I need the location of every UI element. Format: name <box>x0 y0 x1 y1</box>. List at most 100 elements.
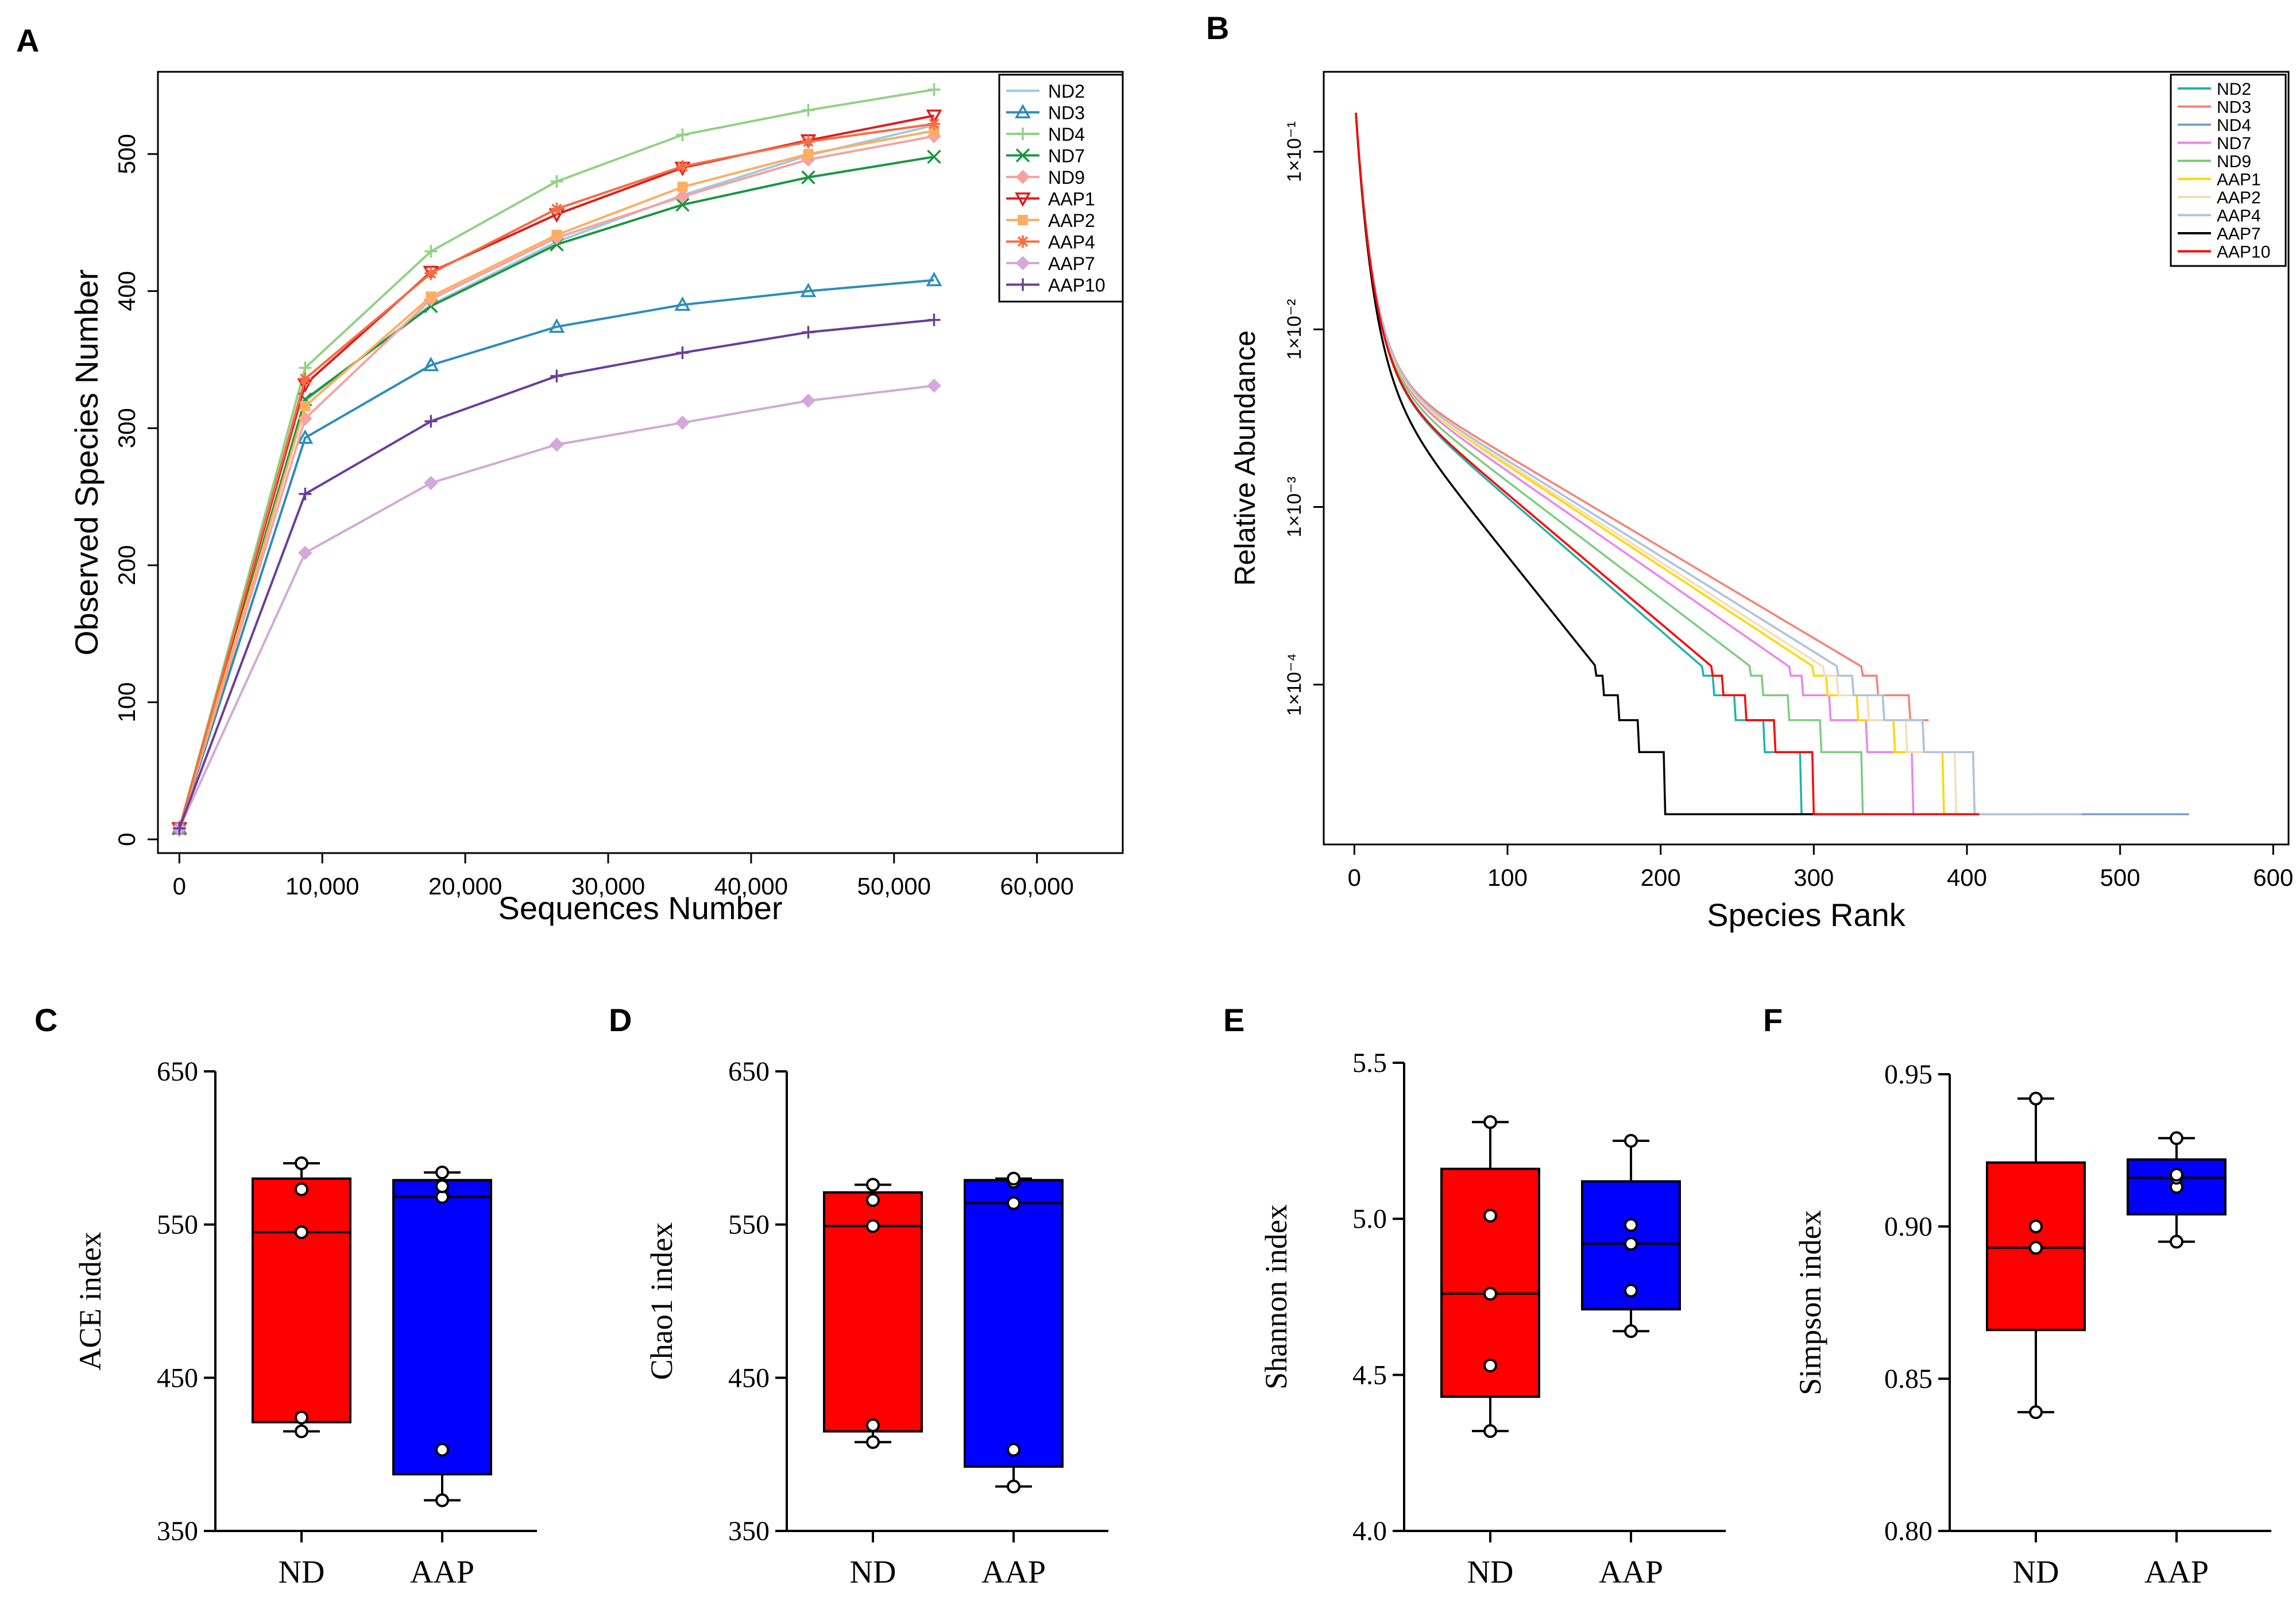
data-point-nd3 <box>423 356 439 372</box>
y-tick-label: 4.0 <box>1352 1516 1387 1546</box>
data-point <box>1624 1324 1638 1338</box>
data-point-aap2 <box>300 401 311 412</box>
data-point <box>1007 1196 1021 1210</box>
legend-marker <box>1016 235 1029 248</box>
series-line-nd3 <box>178 279 934 829</box>
data-point <box>1007 1479 1021 1494</box>
legend-item: ND7 <box>2217 134 2251 153</box>
box-aap <box>964 1179 1064 1468</box>
data-point <box>2170 1235 2183 1249</box>
panel-label-e: E <box>1223 1002 1244 1038</box>
y-tick-label: 5.0 <box>1352 1204 1387 1235</box>
data-point-aap7 <box>549 437 564 452</box>
data-point-aap2 <box>677 182 688 192</box>
x-tick-label: 50,000 <box>857 873 931 900</box>
y-tick-label: 1×10⁻³ <box>1284 477 1305 538</box>
y-axis-label: Chao1 index <box>644 1222 679 1380</box>
x-tick-label: 300 <box>1793 864 1834 891</box>
x-tick-label: 30,000 <box>571 873 645 900</box>
data-point-aap4 <box>424 267 438 280</box>
legend-item: AAP7 <box>1048 253 1095 274</box>
data-point-nd3 <box>674 296 691 311</box>
data-point-aap7 <box>297 546 312 560</box>
y-tick-label: 500 <box>113 134 140 174</box>
data-point-nd7 <box>675 198 690 212</box>
plot-frame <box>157 71 1124 854</box>
data-point-nd3 <box>926 272 942 287</box>
data-point-aap10 <box>802 326 815 339</box>
category-label: ND <box>1467 1554 1514 1590</box>
legend-item: AAP4 <box>2217 207 2261 226</box>
data-point-nd3 <box>800 283 817 298</box>
legend-item: ND3 <box>2217 98 2251 117</box>
legend-item: AAP1 <box>1048 189 1095 210</box>
y-tick-label: 650 <box>728 1056 770 1087</box>
data-point <box>1007 1171 1021 1186</box>
data-point <box>435 1179 449 1193</box>
legend-marker <box>1015 148 1030 163</box>
data-point-aap2 <box>929 125 940 136</box>
data-point-aap4 <box>927 117 941 130</box>
series-line-aap10 <box>178 318 934 829</box>
data-point-aap2 <box>551 229 562 240</box>
y-tick-label: 450 <box>157 1363 198 1393</box>
x-tick-label: 60,000 <box>1000 873 1073 900</box>
series-line-aap2 <box>1355 112 2074 816</box>
legend-marker <box>1015 103 1031 119</box>
data-point <box>866 1178 880 1192</box>
category-label: ND <box>850 1554 896 1590</box>
data-point <box>1624 1133 1638 1148</box>
series-line-aap4 <box>1355 112 2082 816</box>
y-axis-label: Relative Abundance <box>1229 330 1261 586</box>
y-axis-label: Shannon index <box>1259 1204 1293 1389</box>
x-tick-label: 20,000 <box>428 873 502 900</box>
series-line-nd9 <box>1355 113 1891 816</box>
x-tick-label: 600 <box>2253 864 2293 891</box>
legend-item: AAP4 <box>1048 232 1095 253</box>
x-axis-label: Species Rank <box>1707 897 1906 933</box>
shannon-box-chart: 4.0 4.5 5.0 5.5 Shannon index ND AAP <box>1259 1048 1726 1590</box>
x-tick-label: 100 <box>1487 864 1528 891</box>
y-tick-label: 350 <box>728 1516 770 1546</box>
data-point <box>295 1156 308 1170</box>
data-point-aap10 <box>424 415 438 428</box>
data-point-aap10 <box>550 369 563 383</box>
simpson-box-chart: 0.80 0.85 0.90 0.95 Simpson index ND AAP <box>1793 1059 2271 1590</box>
data-point <box>1624 1218 1638 1232</box>
category-label: AAP <box>1599 1554 1663 1590</box>
y-tick-label: 0 <box>113 832 140 846</box>
data-point <box>2029 1091 2043 1106</box>
legend-item: ND4 <box>2217 116 2251 135</box>
box-nd <box>252 1177 351 1424</box>
data-point-aap4 <box>802 135 815 148</box>
legend-item: ND2 <box>2217 80 2251 99</box>
y-tick-label: 1×10⁻² <box>1284 299 1305 360</box>
legend-item: AAP1 <box>2217 171 2261 190</box>
series-line-nd3 <box>1355 112 1929 722</box>
series-line-aap10 <box>1355 113 1980 816</box>
data-point <box>435 1493 449 1507</box>
data-point-aap10 <box>299 487 312 500</box>
data-point <box>866 1435 880 1449</box>
panel-label-b: B <box>1206 10 1229 46</box>
x-tick-label: 200 <box>1641 864 1681 891</box>
series-line-nd7 <box>1355 112 2003 816</box>
legend-marker <box>1016 128 1029 140</box>
data-point-nd3 <box>297 429 314 444</box>
rarefaction-chart: 0 10,000 20,000 30,000 40,000 50,000 60,000 0 10… <box>68 71 1124 926</box>
data-point-aap7 <box>927 378 941 393</box>
y-tick-label: 300 <box>113 408 140 448</box>
x-tick-label: 500 <box>2100 864 2140 891</box>
y-tick-label: 200 <box>113 545 140 585</box>
legend-marker <box>1016 278 1029 291</box>
y-tick-label: 100 <box>113 682 140 723</box>
plot-frame <box>1323 71 2290 846</box>
y-tick-label: 450 <box>728 1363 770 1393</box>
legend-item: AAP2 <box>2217 188 2261 207</box>
data-point <box>2170 1131 2183 1145</box>
data-point-nd9 <box>675 189 690 204</box>
data-point <box>435 1442 449 1457</box>
data-point-nd4 <box>424 245 438 258</box>
legend-item: ND9 <box>2217 152 2251 171</box>
